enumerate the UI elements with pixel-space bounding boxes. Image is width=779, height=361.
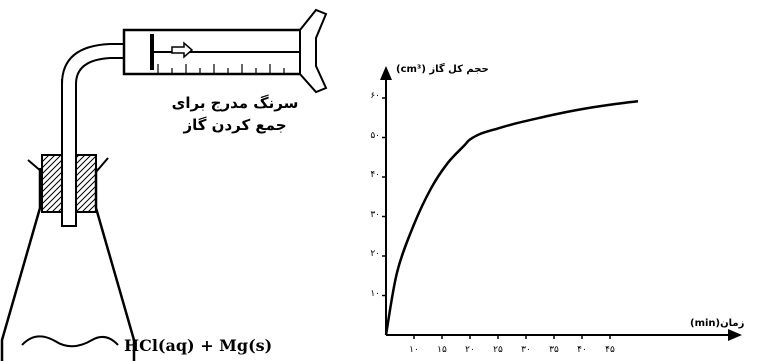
x-tick-label: ۴۰ xyxy=(577,345,587,355)
graph-axes xyxy=(380,66,742,341)
x-tick-label: ۲۵ xyxy=(493,345,503,355)
syringe-label-line2: جمع کردن گاز xyxy=(183,116,287,134)
x-tick-label: ۳۰ xyxy=(521,345,531,355)
x-tick-label: ۴۵ xyxy=(605,345,615,355)
y-tick-label: ۵۰ xyxy=(370,130,380,141)
syringe-label: سرنگ مدرج برای جمع کردن گاز xyxy=(160,92,310,136)
x-tick-label: ۱۰ xyxy=(409,345,419,355)
reaction-label: HCl(aq) + Mg(s) xyxy=(124,336,273,355)
y-tick-label: ۴۰ xyxy=(370,170,380,180)
y-axis-title: حجم کل گاز (cm³) xyxy=(396,64,489,75)
graduated-syringe xyxy=(122,8,328,94)
x-tick-label: ۱۵ xyxy=(437,345,447,355)
y-tick-label: ۶۰ xyxy=(370,91,380,101)
syringe-label-line1: سرنگ مدرج برای xyxy=(171,94,299,112)
y-tick-label: ۱۰ xyxy=(370,288,380,299)
x-tick-label: ۲۰ xyxy=(465,345,475,355)
volume-time-curve xyxy=(384,99,639,336)
y-tick-label: ۳۰ xyxy=(370,209,380,220)
y-tick-label: ۲۰ xyxy=(370,249,380,259)
x-axis-title: زمان(min) xyxy=(690,318,745,329)
liquid-surface xyxy=(21,335,119,348)
x-tick-label: ۳۵ xyxy=(549,345,559,355)
